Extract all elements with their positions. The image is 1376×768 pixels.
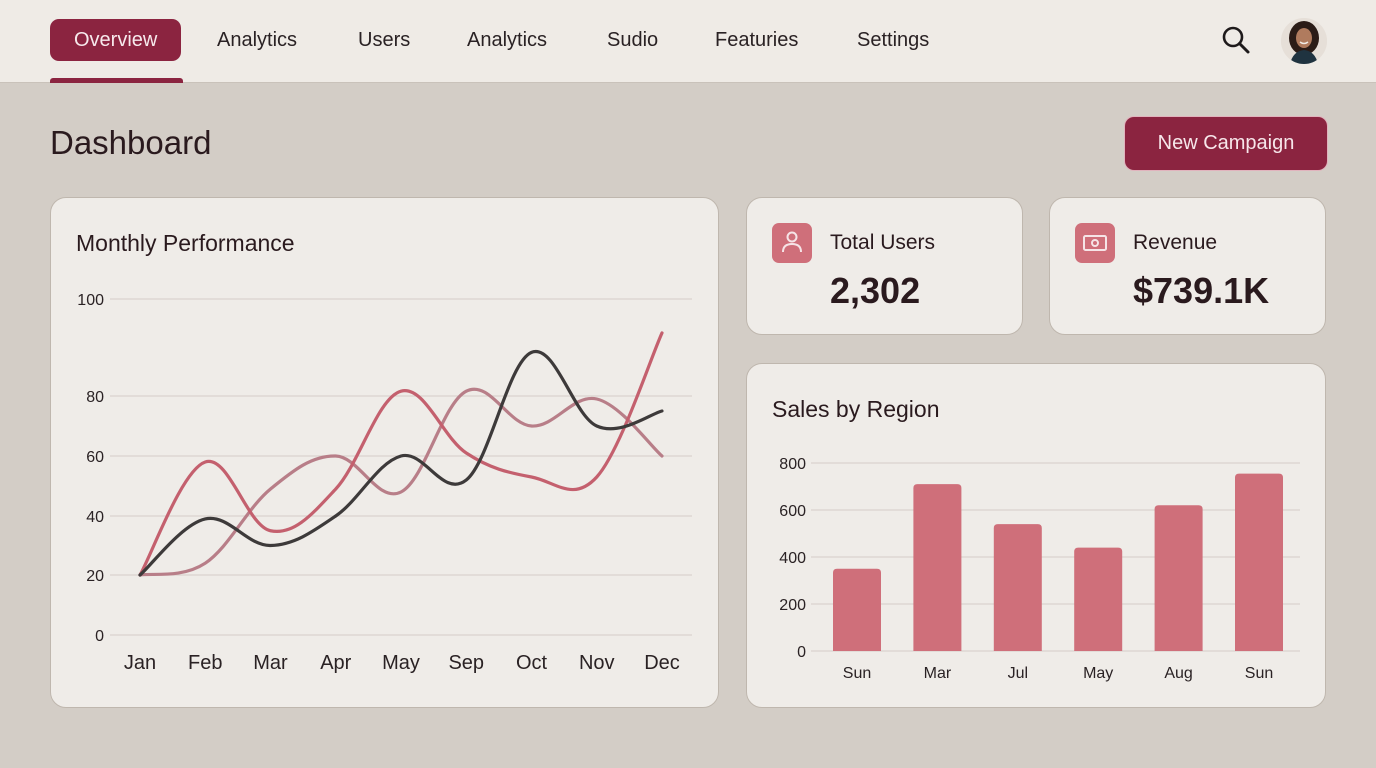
monthly-performance-card: Monthly Performance xyxy=(50,197,719,708)
monthly-performance-title: Monthly Performance xyxy=(76,230,295,256)
user-icon xyxy=(772,223,812,263)
tab-users[interactable]: Users xyxy=(358,29,411,51)
sales-by-region-title: Sales by Region xyxy=(772,396,940,422)
user-avatar[interactable] xyxy=(1281,18,1327,64)
banknote-icon xyxy=(1075,223,1115,263)
avatar-portrait-icon xyxy=(1281,18,1327,64)
tab-overview[interactable]: Overview xyxy=(50,19,182,61)
tab-features[interactable]: Featuries xyxy=(715,29,799,51)
top-navigation: Overview Analytics Users Analytics Sudio… xyxy=(0,0,1376,83)
tab-analytics-2[interactable]: Analytics xyxy=(467,29,548,51)
new-campaign-button[interactable]: New Campaign xyxy=(1125,117,1327,170)
total-users-card: Total Users 2,302 xyxy=(746,197,1023,335)
page-title: Dashboard xyxy=(50,124,212,161)
revenue-card: Revenue $739.1K xyxy=(1049,197,1326,335)
sales-by-region-card: Sales by Region xyxy=(746,363,1326,708)
active-tab-indicator xyxy=(50,78,183,83)
revenue-label: Revenue xyxy=(1133,231,1218,254)
tab-studio[interactable]: Sudio xyxy=(607,29,659,51)
revenue-value: $739.1K xyxy=(1133,270,1270,311)
search-icon xyxy=(1222,26,1250,54)
total-users-value: 2,302 xyxy=(830,270,921,311)
search-button[interactable] xyxy=(1220,24,1252,56)
total-users-label: Total Users xyxy=(830,231,936,254)
tab-analytics[interactable]: Analytics xyxy=(217,29,298,51)
tab-settings[interactable]: Settings xyxy=(857,29,930,51)
